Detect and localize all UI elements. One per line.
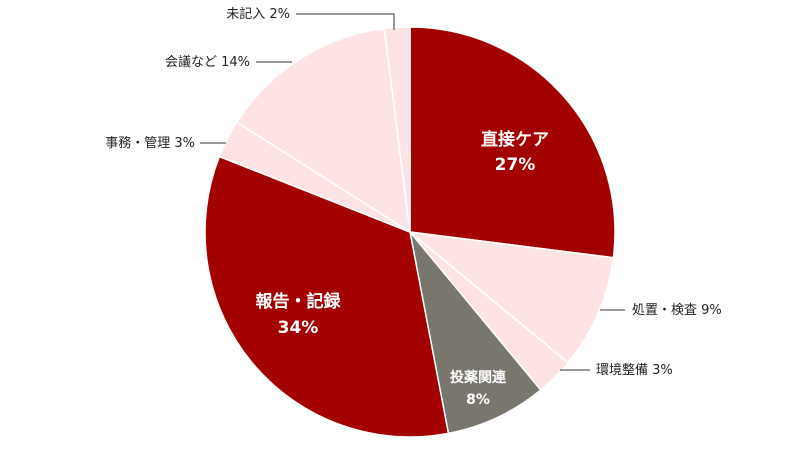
slice-value-label: 9% bbox=[701, 303, 722, 318]
slice-value-label: 8% bbox=[466, 392, 490, 408]
slice-value-label: 3% bbox=[174, 136, 195, 151]
slice-category: 未記入 bbox=[226, 6, 265, 22]
slice-value-label: 34% bbox=[278, 318, 319, 338]
leader-line bbox=[296, 13, 395, 30]
slice-value-label: 14% bbox=[221, 55, 250, 70]
slice-label: 報告・記録 bbox=[256, 291, 342, 312]
pie-slice bbox=[407, 230, 615, 364]
slice-label: 未記入 2% bbox=[226, 6, 290, 22]
pie-slice bbox=[235, 27, 411, 234]
slice-category: 事務・管理 bbox=[105, 136, 170, 151]
slice-category: 環境整備 bbox=[596, 362, 648, 378]
slice-value-label: 27% bbox=[495, 155, 536, 175]
slice-label: 直接ケア bbox=[481, 129, 549, 150]
slice-label: 環境整備 3% bbox=[596, 362, 673, 378]
slice-value-label: 3% bbox=[652, 363, 673, 378]
slice-label: 事務・管理 3% bbox=[105, 136, 195, 151]
slice-label: 処置・検査 9% bbox=[632, 303, 722, 318]
slice-label: 会議など 14% bbox=[165, 55, 250, 70]
slice-category: 処置・検査 bbox=[632, 303, 697, 318]
pie-slice bbox=[204, 155, 450, 438]
slice-category: 会議など bbox=[165, 55, 217, 70]
slice-label: 投薬関連 bbox=[450, 369, 507, 386]
pie-slice bbox=[409, 26, 616, 259]
pie-slice bbox=[409, 231, 542, 435]
pie-slice bbox=[383, 26, 411, 233]
slice-value-label: 2% bbox=[269, 7, 290, 22]
